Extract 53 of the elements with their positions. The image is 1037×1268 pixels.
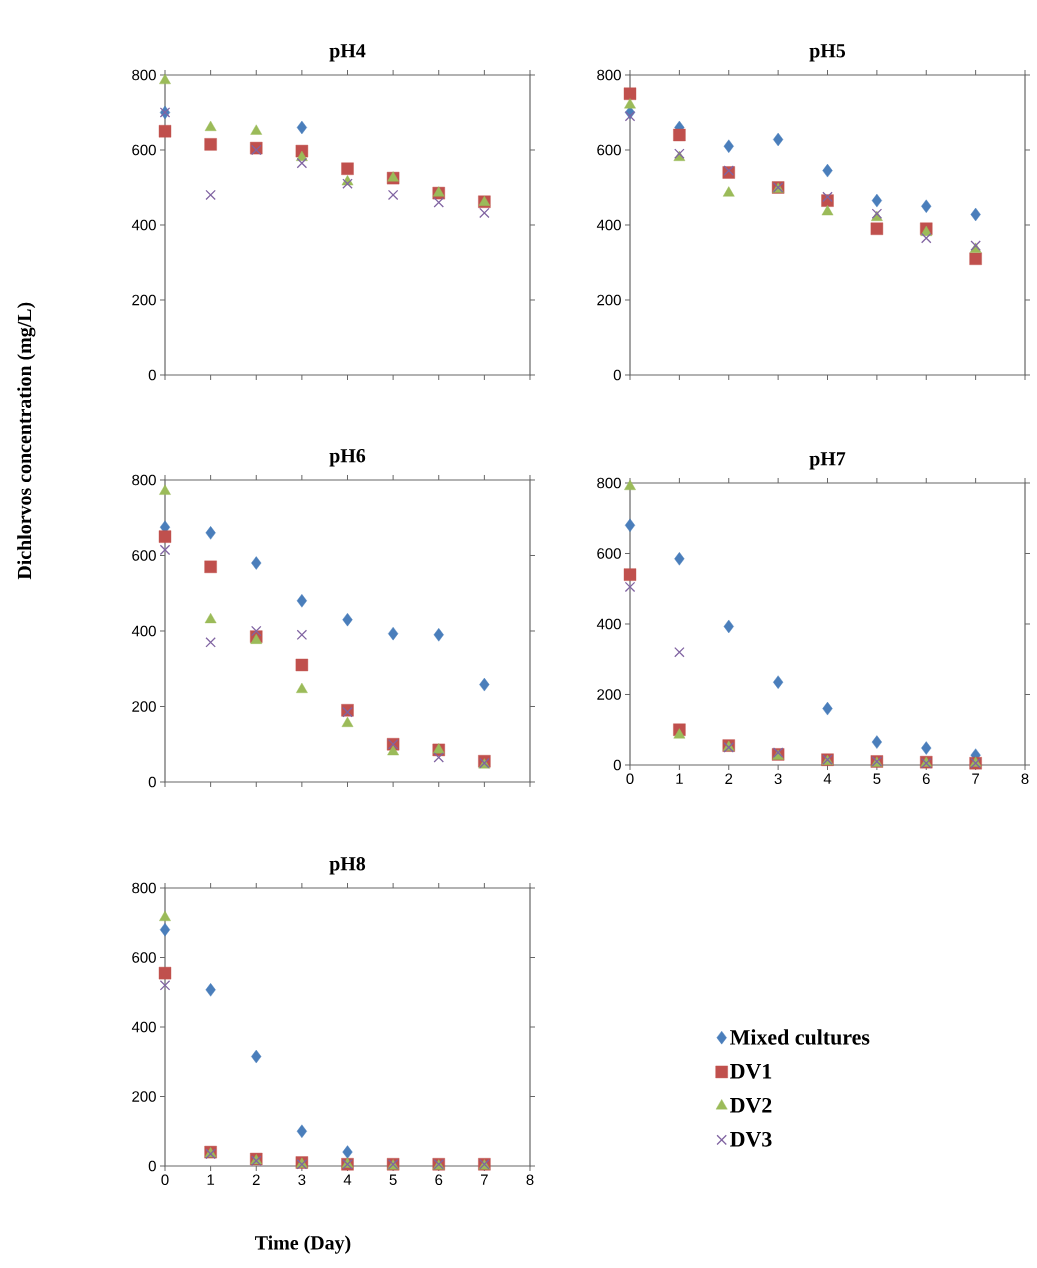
y-tick-label: 200	[597, 689, 621, 700]
y-tick-label: 200	[597, 294, 621, 306]
legend-label: Mixed cultures	[730, 1029, 870, 1045]
y-tick-label: 800	[597, 477, 621, 489]
y-tick-label: 400	[131, 625, 156, 637]
y-tick-label: 0	[613, 369, 621, 381]
y-tick-label: 800	[132, 69, 156, 81]
x-axis-title: Time (Day)	[255, 1235, 351, 1254]
chart-title: pH7	[809, 452, 846, 470]
chart-title: pH8	[329, 857, 366, 875]
y-tick-label: 600	[132, 952, 156, 963]
y-tick-label: 0	[148, 1160, 156, 1172]
x-tick-label: 4	[823, 773, 832, 784]
y-tick-label: 800	[597, 69, 621, 81]
x-tick-label: 7	[480, 1174, 488, 1185]
y-tick-label: 200	[132, 701, 156, 712]
y-axis-title: Dichlorvos concentration (mg/L)	[17, 302, 36, 580]
y-tick-label: 600	[597, 144, 621, 156]
x-tick-label: 6	[922, 773, 930, 785]
legend-label: DV2	[730, 1097, 772, 1113]
y-tick-label: 0	[148, 369, 156, 381]
y-tick-label: 0	[613, 759, 621, 771]
x-tick-label: 2	[252, 1174, 260, 1185]
x-tick-label: 0	[626, 773, 634, 785]
x-tick-label: 5	[389, 1174, 397, 1185]
legend-label: DV3	[730, 1131, 772, 1147]
chart-title: pH4	[329, 44, 366, 62]
chart-title: pH5	[809, 44, 846, 62]
x-tick-label: 4	[343, 1174, 352, 1185]
x-tick-label: 8	[1021, 773, 1029, 785]
y-tick-label: 400	[596, 219, 621, 231]
y-tick-label: 600	[132, 550, 156, 561]
y-tick-label: 400	[131, 219, 156, 231]
y-tick-label: 400	[596, 618, 621, 630]
x-tick-label: 2	[725, 773, 733, 784]
y-tick-label: 400	[131, 1021, 156, 1033]
x-tick-label: 5	[873, 773, 881, 784]
x-tick-label: 1	[207, 1174, 215, 1185]
x-tick-label: 3	[298, 1174, 306, 1186]
y-tick-label: 600	[132, 144, 156, 156]
x-tick-label: 3	[774, 773, 782, 785]
y-tick-label: 800	[132, 882, 156, 894]
y-tick-label: 800	[132, 474, 156, 486]
x-tick-label: 8	[526, 1174, 534, 1186]
x-tick-label: 6	[435, 1174, 443, 1186]
legend-label: DV1	[730, 1063, 772, 1079]
y-tick-label: 200	[132, 294, 156, 306]
chart-title: pH6	[329, 449, 366, 467]
y-tick-label: 600	[597, 548, 621, 559]
x-tick-label: 0	[161, 1174, 169, 1186]
x-tick-label: 7	[972, 773, 980, 784]
x-tick-label: 1	[676, 773, 683, 784]
y-tick-label: 200	[132, 1091, 156, 1102]
